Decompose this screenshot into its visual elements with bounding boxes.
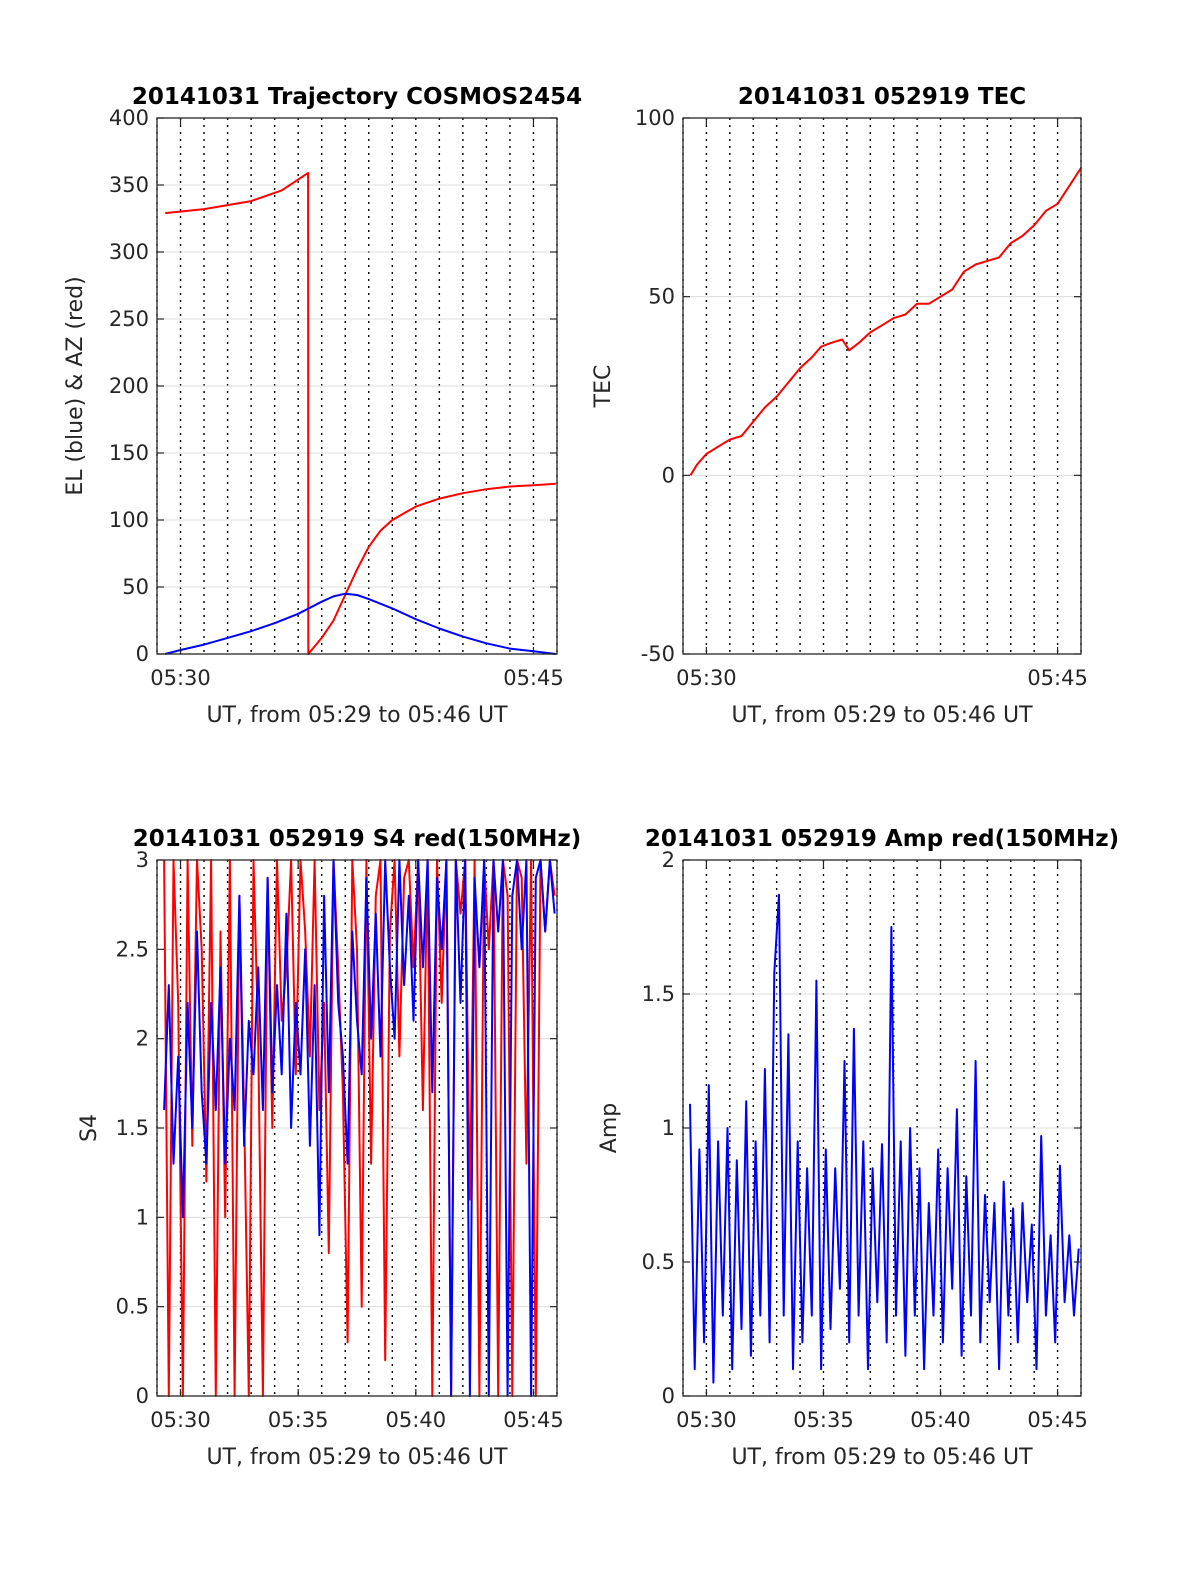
s4-y-tick-label: 2.5 [116,937,149,961]
tec-y-tick-label: 0 [662,463,675,487]
s4-ylabel: S4 [77,1114,102,1142]
s4-x-tick-label: 05:45 [503,1408,564,1432]
tec-title: 20141031 052919 TEC [738,84,1026,110]
trajectory-y-tick-label: 50 [122,575,149,599]
trajectory-xlabel: UT, from 05:29 to 05:46 UT [206,703,508,728]
trajectory-ylabel: EL (blue) & AZ (red) [63,276,88,495]
amp-panel: 0 0.5 1 1.5 2 05:30 05:35 05:40 05:45 20141031 0… [597,826,1119,1470]
s4-ticks: 0 0.5 1 1.5 2 2.5 3 05:30 05:35 05:40 05:45 [116,848,564,1432]
amp-ticks: 0 0.5 1 1.5 2 05:30 05:35 05:40 05:45 [642,848,1088,1432]
s4-y-tick-label: 0.5 [116,1295,149,1319]
tec-y-tick-label: 50 [648,285,675,309]
s4-y-tick-label: 1 [136,1205,149,1229]
s4-panel: 0 0.5 1 1.5 2 2.5 3 05:30 05:35 05:40 05:45 201410… [77,826,581,1470]
trajectory-y-tick-label: 200 [109,374,149,398]
amp-x-tick-label: 05:45 [1027,1408,1088,1432]
tec-x-tick-label: 05:45 [1027,666,1088,690]
amp-x-tick-label: 05:40 [910,1408,971,1432]
s4-y-tick-label: 1.5 [116,1116,149,1140]
tec-y-tick-label: 100 [635,106,675,130]
tec-xlabel: UT, from 05:29 to 05:46 UT [731,703,1033,728]
tec-series-0 [689,167,1082,476]
amp-y-tick-label: 0.5 [642,1250,675,1274]
trajectory-y-tick-label: 400 [109,106,149,130]
amp-y-tick-label: 1.5 [642,982,675,1006]
amp-ylabel: Amp [597,1103,622,1153]
s4-x-tick-label: 05:40 [386,1408,447,1432]
s4-x-tick-label: 05:30 [150,1408,211,1432]
s4-series [163,859,556,1397]
trajectory-y-tick-label: 350 [109,173,149,197]
tec-series [689,167,1082,476]
trajectory-y-tick-label: 0 [136,642,149,666]
s4-y-tick-label: 3 [136,848,149,872]
tec-axes-frame [682,117,1082,655]
trajectory-ticks: 0 50 100 150 200 250 300 350 400 05:30 05:45 [109,106,564,690]
tec-plot-area [683,118,1081,654]
s4-xlabel: UT, from 05:29 to 05:46 UT [206,1445,508,1470]
tec-ticks: -50 0 50 100 05:30 05:45 [635,106,1088,690]
trajectory-y-tick-label: 250 [109,307,149,331]
trajectory-series [164,171,556,655]
amp-xlabel: UT, from 05:29 to 05:46 UT [731,1445,1033,1470]
amp-y-tick-label: 0 [662,1384,675,1408]
amp-grid [682,859,1082,1397]
tec-y-tick-label: -50 [641,642,675,666]
amp-series-0 [689,893,1080,1384]
tec-grid [682,117,1082,655]
trajectory-x-tick-label: 05:30 [150,666,211,690]
s4-x-tick-label: 05:35 [268,1408,329,1432]
tec-x-tick-label: 05:30 [676,666,737,690]
amp-series [689,893,1080,1384]
s4-series-0 [163,859,556,1397]
trajectory-y-tick-label: 300 [109,240,149,264]
trajectory-y-tick-label: 100 [109,508,149,532]
tec-ylabel: TEC [591,365,616,409]
trajectory-series-0 [165,171,556,655]
amp-y-tick-label: 1 [662,1116,675,1140]
s4-y-tick-label: 2 [136,1027,149,1051]
trajectory-series-1 [164,592,556,655]
trajectory-x-tick-label: 05:45 [503,666,564,690]
trajectory-y-tick-label: 150 [109,441,149,465]
trajectory-title: 20141031 Trajectory COSMOS2454 [132,84,582,110]
amp-x-tick-label: 05:35 [793,1408,854,1432]
s4-series-1 [163,859,556,1397]
trajectory-panel: 0 50 100 150 200 250 300 350 400 05:30 05:45 20141… [63,84,582,728]
amp-y-tick-label: 2 [662,848,675,872]
amp-title: 20141031 052919 Amp red(150MHz) [645,826,1119,852]
s4-title: 20141031 052919 S4 red(150MHz) [133,826,582,852]
s4-y-tick-label: 0 [136,1384,149,1408]
amp-x-tick-label: 05:30 [676,1408,737,1432]
